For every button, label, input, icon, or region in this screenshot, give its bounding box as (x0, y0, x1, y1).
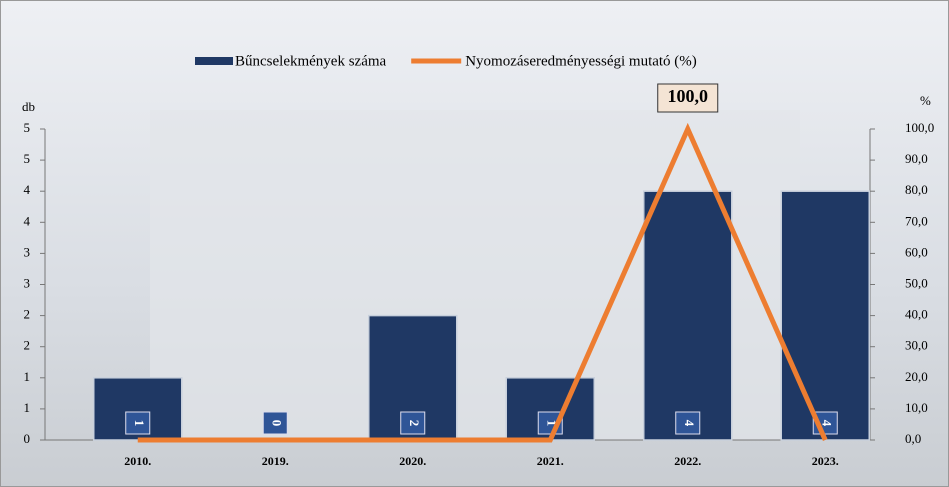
x-tick-label: 2019. (262, 454, 289, 468)
value-label: 4 (682, 420, 697, 427)
y2-tick-label: 50,0 (905, 275, 928, 290)
y2-tick-label: 20,0 (905, 369, 928, 384)
x-tick-label: 2020. (399, 454, 426, 468)
legend-swatch (195, 57, 233, 65)
y-tick-label: 3 (24, 244, 31, 259)
x-tick-label: 2022. (674, 454, 701, 468)
y-tick-label: 3 (24, 275, 31, 290)
value-label: 2 (407, 420, 422, 427)
y2-tick-label: 60,0 (905, 244, 928, 259)
value-label: 0 (269, 420, 284, 427)
legend-label: Bűncselekmények száma (235, 53, 387, 69)
data-label: 100,0 (668, 86, 709, 106)
y-tick-label: 4 (24, 213, 31, 228)
y2-tick-label: 100,0 (905, 120, 934, 135)
y-tick-label: 4 (24, 182, 31, 197)
y2-tick-label: 70,0 (905, 213, 928, 228)
y-tick-label: 1 (24, 400, 31, 415)
legend-label: Nyomozáseredményességi mutató (%) (465, 53, 697, 69)
value-label: 1 (132, 420, 147, 427)
y-tick-label: 2 (24, 338, 31, 353)
bar (644, 191, 732, 440)
chart: db % 011223344550,010,020,030,040,050,06… (0, 0, 949, 487)
x-tick-label: 2023. (812, 454, 839, 468)
bar (781, 191, 869, 440)
y-tick-label: 0 (24, 431, 31, 446)
y2-tick-label: 90,0 (905, 151, 928, 166)
y-tick-label: 5 (24, 151, 31, 166)
y2-tick-label: 30,0 (905, 338, 928, 353)
y2-tick-label: 10,0 (905, 400, 928, 415)
y2-tick-label: 0,0 (905, 431, 921, 446)
y-tick-label: 2 (24, 307, 31, 322)
y-tick-label: 5 (24, 120, 31, 135)
x-tick-label: 2010. (124, 454, 151, 468)
y2-tick-label: 80,0 (905, 182, 928, 197)
y2-tick-label: 40,0 (905, 307, 928, 322)
y-tick-label: 1 (24, 369, 31, 384)
x-tick-label: 2021. (537, 454, 564, 468)
y-axis-label: db (22, 99, 35, 114)
y2-axis-label: % (920, 93, 931, 108)
